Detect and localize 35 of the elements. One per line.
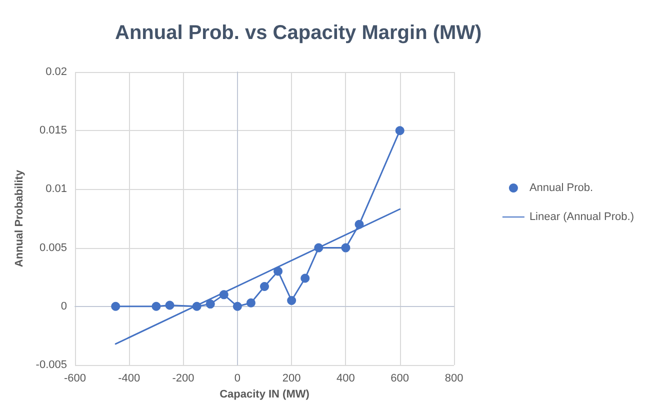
y-axis-title: Annual Probability	[13, 169, 26, 268]
x-tick-label: 200	[282, 372, 301, 384]
point	[354, 220, 364, 229]
y-tick-label: 0.02	[46, 66, 67, 78]
x-tick-label: -400	[118, 372, 140, 384]
x-tick-label: 0	[234, 372, 240, 384]
point	[111, 302, 120, 311]
y-tick-label: -0.005	[36, 359, 67, 371]
legend-label: Annual Prob.	[529, 182, 594, 194]
y-tick-label: 0.005	[39, 242, 67, 254]
point	[287, 296, 296, 306]
point	[165, 300, 174, 310]
point	[206, 300, 215, 309]
legend-label: Linear (Annual Prob.)	[529, 211, 634, 223]
x-tick-label: 600	[390, 372, 410, 384]
point	[341, 243, 350, 252]
y-tick-label: 0.015	[39, 124, 67, 137]
point	[219, 290, 228, 300]
chart-title: Annual Prob. vs Capacity Margin (MW)	[115, 22, 482, 44]
point	[274, 266, 283, 276]
y-tick-label: 0	[60, 300, 67, 312]
point	[260, 282, 269, 291]
point	[232, 302, 242, 311]
point	[314, 243, 324, 252]
x-axis-title: Capacity IN (MW)	[220, 388, 310, 400]
x-tick-label: -200	[172, 372, 194, 384]
point	[192, 302, 202, 311]
point	[246, 298, 256, 308]
y-tick-label: 0.01	[46, 183, 67, 196]
x-tick-label: 800	[444, 372, 464, 384]
x-tick-label: 400	[336, 372, 355, 384]
point	[395, 126, 404, 136]
x-tick-label: -600	[64, 372, 86, 384]
point	[152, 302, 161, 311]
point	[300, 274, 310, 283]
